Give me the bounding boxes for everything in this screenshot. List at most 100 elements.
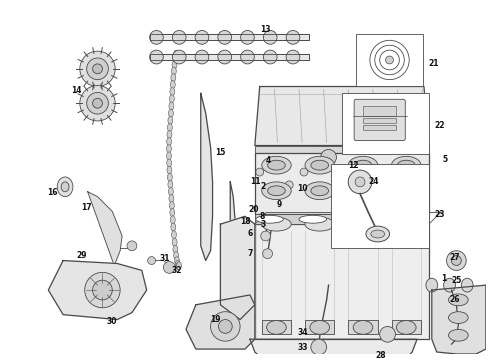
Ellipse shape: [167, 166, 172, 174]
Ellipse shape: [311, 186, 329, 196]
Ellipse shape: [397, 160, 415, 170]
Ellipse shape: [262, 217, 291, 231]
Ellipse shape: [171, 223, 176, 231]
Text: 15: 15: [216, 148, 226, 157]
Ellipse shape: [176, 262, 181, 270]
Circle shape: [80, 51, 115, 86]
Ellipse shape: [268, 160, 285, 170]
Ellipse shape: [348, 182, 378, 199]
Ellipse shape: [218, 50, 232, 64]
Circle shape: [219, 320, 232, 333]
Ellipse shape: [173, 55, 178, 63]
Ellipse shape: [218, 31, 232, 44]
Polygon shape: [201, 93, 213, 261]
Text: 1: 1: [441, 274, 447, 283]
Ellipse shape: [305, 182, 335, 199]
Ellipse shape: [241, 31, 254, 44]
Text: 19: 19: [211, 315, 221, 324]
Bar: [392, 320, 421, 334]
Ellipse shape: [174, 257, 179, 265]
Text: 23: 23: [435, 210, 445, 219]
Ellipse shape: [267, 320, 286, 334]
Bar: [363, 118, 396, 123]
Text: 21: 21: [429, 59, 440, 68]
Polygon shape: [432, 285, 486, 354]
Ellipse shape: [172, 50, 186, 64]
Bar: [149, 54, 309, 60]
Circle shape: [451, 256, 461, 265]
Ellipse shape: [168, 174, 172, 181]
Ellipse shape: [343, 215, 370, 223]
Ellipse shape: [448, 294, 468, 306]
Text: 12: 12: [348, 161, 359, 170]
Ellipse shape: [264, 31, 277, 44]
FancyBboxPatch shape: [354, 99, 405, 141]
Ellipse shape: [168, 116, 173, 124]
Ellipse shape: [264, 50, 277, 64]
Text: 32: 32: [172, 266, 182, 275]
Ellipse shape: [169, 109, 173, 117]
Ellipse shape: [354, 160, 372, 170]
Ellipse shape: [386, 215, 413, 223]
Bar: [331, 164, 429, 248]
Circle shape: [386, 56, 393, 64]
Circle shape: [211, 312, 240, 341]
Ellipse shape: [299, 215, 327, 223]
Text: 16: 16: [48, 188, 58, 197]
Text: 24: 24: [368, 177, 378, 186]
Text: 30: 30: [106, 317, 117, 326]
Ellipse shape: [311, 160, 329, 170]
Ellipse shape: [169, 102, 174, 110]
Polygon shape: [88, 192, 122, 265]
Ellipse shape: [286, 50, 300, 64]
Ellipse shape: [61, 182, 69, 192]
Text: 33: 33: [297, 343, 308, 352]
Circle shape: [321, 149, 337, 165]
Text: 6: 6: [248, 229, 253, 238]
Bar: [274, 190, 284, 195]
Circle shape: [380, 327, 395, 342]
Ellipse shape: [448, 312, 468, 324]
Text: 13: 13: [260, 25, 270, 34]
Bar: [149, 54, 309, 60]
Circle shape: [314, 143, 343, 172]
Ellipse shape: [256, 215, 283, 223]
Text: 2: 2: [261, 182, 266, 191]
Ellipse shape: [172, 61, 177, 69]
Ellipse shape: [168, 123, 172, 131]
Text: 3: 3: [261, 220, 266, 229]
Circle shape: [147, 257, 155, 265]
Ellipse shape: [262, 182, 291, 199]
Ellipse shape: [268, 186, 285, 196]
Text: 11: 11: [250, 177, 260, 186]
Ellipse shape: [167, 145, 172, 153]
Ellipse shape: [170, 202, 174, 210]
Circle shape: [285, 181, 293, 189]
Text: 8: 8: [260, 212, 265, 221]
Circle shape: [261, 231, 270, 241]
Circle shape: [93, 280, 112, 300]
Circle shape: [93, 64, 102, 74]
Text: 31: 31: [159, 254, 170, 263]
Text: 28: 28: [376, 351, 387, 360]
Ellipse shape: [173, 252, 179, 260]
Circle shape: [87, 93, 108, 114]
Ellipse shape: [172, 238, 177, 246]
Ellipse shape: [170, 88, 175, 95]
Ellipse shape: [262, 156, 291, 174]
Ellipse shape: [149, 50, 163, 64]
Ellipse shape: [310, 320, 330, 334]
Ellipse shape: [57, 177, 73, 197]
Circle shape: [348, 170, 372, 194]
Circle shape: [300, 168, 308, 176]
Circle shape: [446, 251, 466, 270]
Ellipse shape: [392, 217, 421, 231]
Ellipse shape: [461, 278, 473, 292]
Ellipse shape: [167, 152, 172, 160]
Polygon shape: [255, 86, 429, 145]
Ellipse shape: [354, 186, 372, 196]
Text: 26: 26: [449, 296, 460, 305]
Ellipse shape: [174, 50, 179, 58]
Circle shape: [87, 58, 108, 80]
Ellipse shape: [168, 180, 173, 188]
